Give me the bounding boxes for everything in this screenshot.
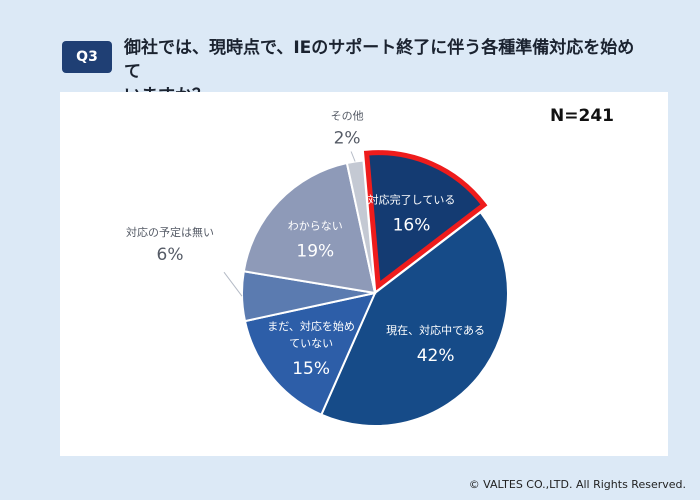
pie-label-5-line-1: わからない (288, 220, 343, 233)
pie-value-label-6: 2% (334, 129, 361, 149)
pie-slice-2 (320, 210, 509, 427)
pie-label-6: その他 (331, 110, 364, 123)
pie-value-label-3: 15% (292, 359, 330, 379)
pie-value-label-5: 19% (296, 242, 334, 262)
pie-slice-3 (243, 291, 377, 417)
pie-label-3-line-2: ていない (289, 337, 333, 350)
question-number-badge: Q3 (62, 41, 112, 73)
pie-label-1-line-1: 対応完了している (368, 193, 456, 207)
pie-slice-1-highlighted (363, 150, 488, 291)
question-title-line-1: 御社では、現時点で、IEのサポート終了に伴う各種準備対応を始めて (124, 38, 635, 82)
pie-label-2-line-1: 現在、対応中である (386, 323, 485, 337)
chart-panel: N=241 対応完了している 16% 現在、対応中である 42% まだ、対応を始め ていな… (60, 92, 668, 456)
copyright-footer: © VALTES CO.,LTD. All Rights Reserved. (468, 478, 686, 491)
pie-slice-5 (242, 161, 377, 295)
pie-leader-line-4 (223, 271, 243, 297)
sample-size-label: N=241 (550, 106, 614, 126)
pie-label-3-line-1: まだ、対応を始め (267, 319, 355, 333)
pie-value-label-4: 6% (157, 245, 184, 265)
pie-value-label-2: 42% (417, 346, 455, 366)
pie-leader-line-6 (350, 151, 356, 162)
pie-value-label-1: 16% (393, 216, 431, 236)
pie-label-4: 対応の予定は無い (126, 225, 214, 239)
